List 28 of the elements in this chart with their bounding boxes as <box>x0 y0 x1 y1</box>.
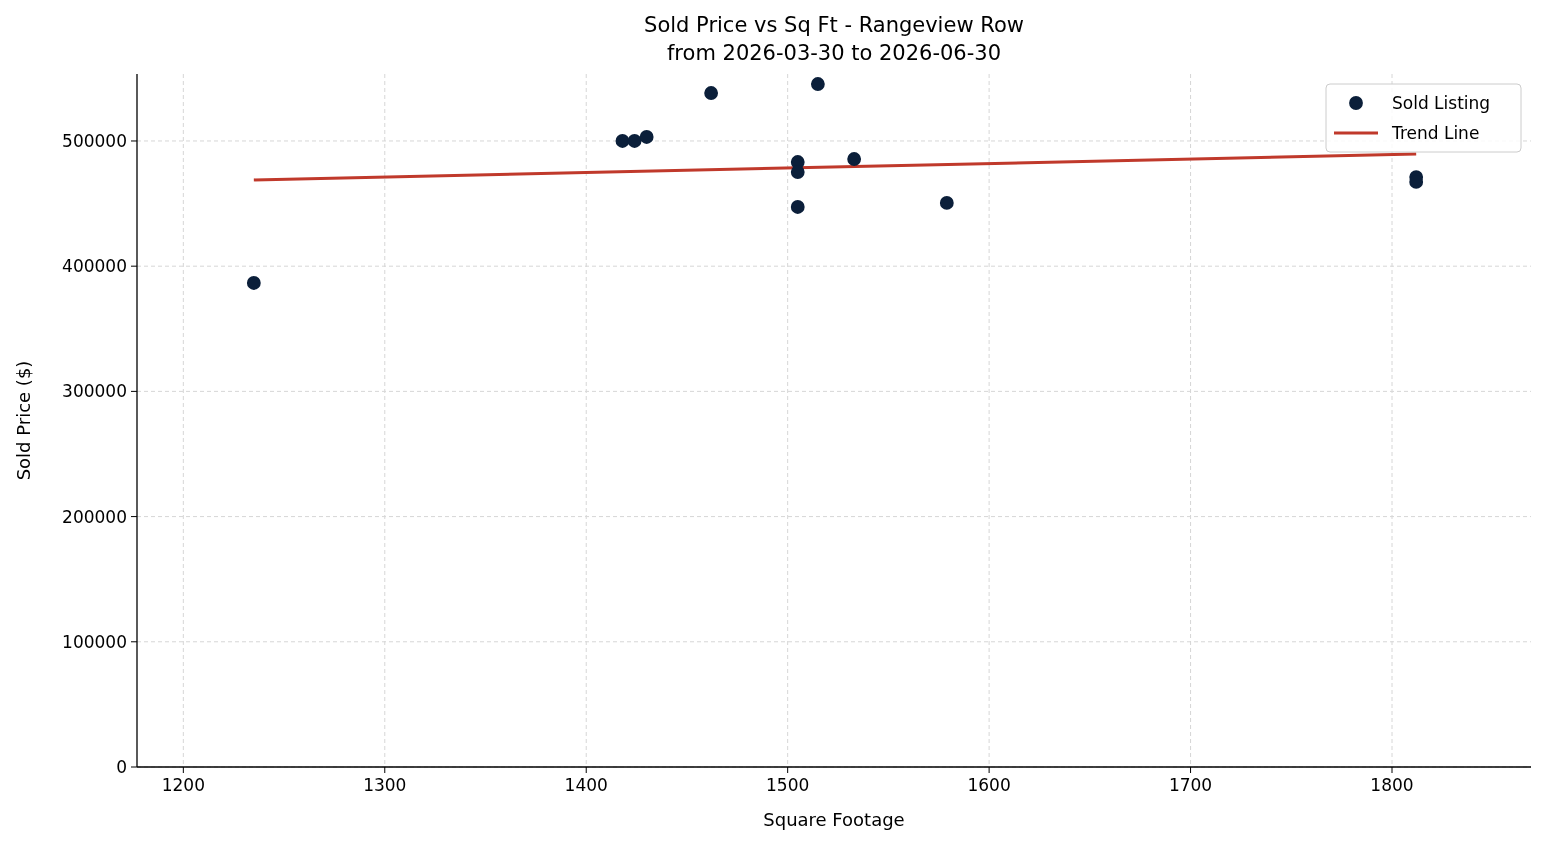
y-tick-label: 500000 <box>62 130 127 151</box>
point <box>847 152 862 166</box>
point <box>810 77 825 91</box>
y-tick-label: 400000 <box>62 256 127 277</box>
y-tick-label: 200000 <box>62 506 127 527</box>
legend-label: Sold Listing <box>1392 93 1491 113</box>
point <box>704 86 719 100</box>
point <box>627 134 642 148</box>
y-tick-label: 100000 <box>62 631 127 652</box>
y-axis-title: Sold Price ($) <box>13 360 34 481</box>
x-tick-label: 1600 <box>967 775 1011 795</box>
point <box>639 130 654 144</box>
x-tick-label: 1300 <box>363 775 407 795</box>
x-tick-label: 1800 <box>1370 775 1414 795</box>
x-tick-label: 1500 <box>766 775 810 795</box>
chart-title: Sold Price vs Sq Ft - Rangeview Row from 2026-03-30 to 2026-06-30 <box>644 13 1024 65</box>
legend-label: Trend Line <box>1391 123 1480 143</box>
point <box>615 134 630 148</box>
x-tick-label: 1700 <box>1168 775 1213 795</box>
x-axis-title: Square Footage <box>763 809 905 830</box>
y-tick-label: 0 <box>116 757 127 777</box>
x-tick-label: 1400 <box>564 775 608 795</box>
x-tick-label: 1200 <box>161 775 205 795</box>
y-tick-label: 300000 <box>62 381 127 402</box>
point <box>790 200 805 214</box>
point <box>246 276 261 290</box>
point <box>939 196 954 210</box>
point <box>790 165 805 179</box>
